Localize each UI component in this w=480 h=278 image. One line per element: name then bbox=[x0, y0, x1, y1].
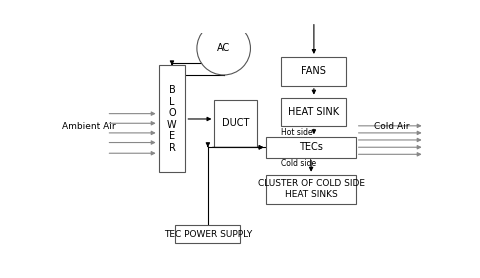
Bar bbox=[281, 57, 347, 86]
Bar bbox=[266, 137, 356, 158]
Text: HEAT SINK: HEAT SINK bbox=[288, 107, 339, 117]
Text: Cold side: Cold side bbox=[281, 158, 316, 168]
Text: Hot side: Hot side bbox=[281, 128, 313, 137]
Text: CLUSTER OF COLD SIDE
HEAT SINKS: CLUSTER OF COLD SIDE HEAT SINKS bbox=[258, 179, 365, 199]
Text: FANS: FANS bbox=[301, 66, 326, 76]
Text: TECs: TECs bbox=[299, 142, 323, 152]
Text: Cold Air: Cold Air bbox=[374, 122, 410, 131]
Text: DUCT: DUCT bbox=[222, 118, 250, 128]
Ellipse shape bbox=[197, 22, 251, 75]
Bar bbox=[158, 65, 185, 172]
Bar bbox=[175, 225, 240, 243]
Text: B
L
O
W
E
R: B L O W E R bbox=[167, 85, 177, 153]
Bar bbox=[266, 175, 356, 203]
Bar bbox=[281, 98, 347, 126]
Text: Ambient Air: Ambient Air bbox=[62, 122, 116, 131]
Text: AC: AC bbox=[217, 43, 230, 53]
Text: TEC POWER SUPPLY: TEC POWER SUPPLY bbox=[164, 230, 252, 239]
Bar bbox=[215, 100, 257, 147]
